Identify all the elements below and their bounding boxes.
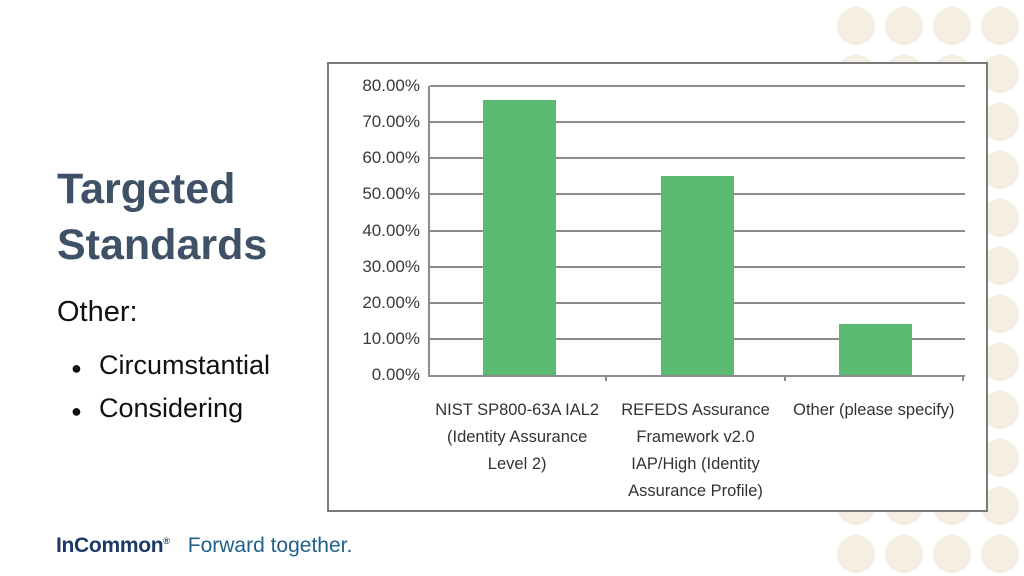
other-heading: Other:: [57, 296, 138, 328]
y-tick-label: 10.00%: [362, 328, 420, 348]
bullet-item: ● Circumstantial: [57, 350, 337, 381]
x-category-label: NIST SP800-63A IAL2 (Identity Assurance …: [435, 401, 600, 473]
bullet-dot: ●: [71, 358, 82, 378]
bullet-dot: ●: [71, 401, 82, 421]
gridline: [430, 85, 965, 87]
y-tick-label: 40.00%: [362, 220, 420, 240]
y-tick-label: 60.00%: [362, 148, 420, 168]
bar: [482, 100, 556, 375]
bullet-text: Circumstantial: [99, 350, 271, 380]
bullet-list: ● Circumstantial ● Considering: [57, 350, 337, 436]
y-tick-label: 50.00%: [362, 184, 420, 204]
x-tick: [962, 375, 964, 381]
x-category-label: Other (please specify): [793, 401, 955, 419]
footer-logo: InCommon® Forward together.: [56, 534, 352, 558]
y-tick-label: 30.00%: [362, 256, 420, 276]
registered-mark: ®: [163, 536, 170, 546]
bullet-text: Considering: [99, 393, 244, 423]
x-tick: [783, 375, 786, 381]
chart-plot-area: [428, 85, 965, 377]
gridline: [430, 157, 965, 160]
y-tick-label: 20.00%: [362, 292, 420, 312]
gridline: [430, 121, 965, 124]
y-tick-label: 70.00%: [362, 112, 420, 132]
brand-tagline: Forward together.: [187, 534, 353, 557]
incommon-wordmark: InCommon: [56, 534, 164, 557]
slide-title: Targeted Standards: [57, 165, 268, 269]
x-tick: [605, 375, 608, 381]
bullet-item: ● Considering: [57, 393, 337, 424]
bar: [661, 176, 734, 375]
y-tick-label: 0.00%: [371, 365, 420, 384]
bar: [839, 324, 913, 375]
y-tick-label: 80.00%: [362, 76, 420, 95]
bar-chart: 0.00% 10.00% 20.00% 30.00% 40.00% 50.00% 60.00…: [327, 62, 988, 512]
x-category-label: REFEDS Assurance Framework v2.0 IAP/High…: [621, 401, 770, 500]
